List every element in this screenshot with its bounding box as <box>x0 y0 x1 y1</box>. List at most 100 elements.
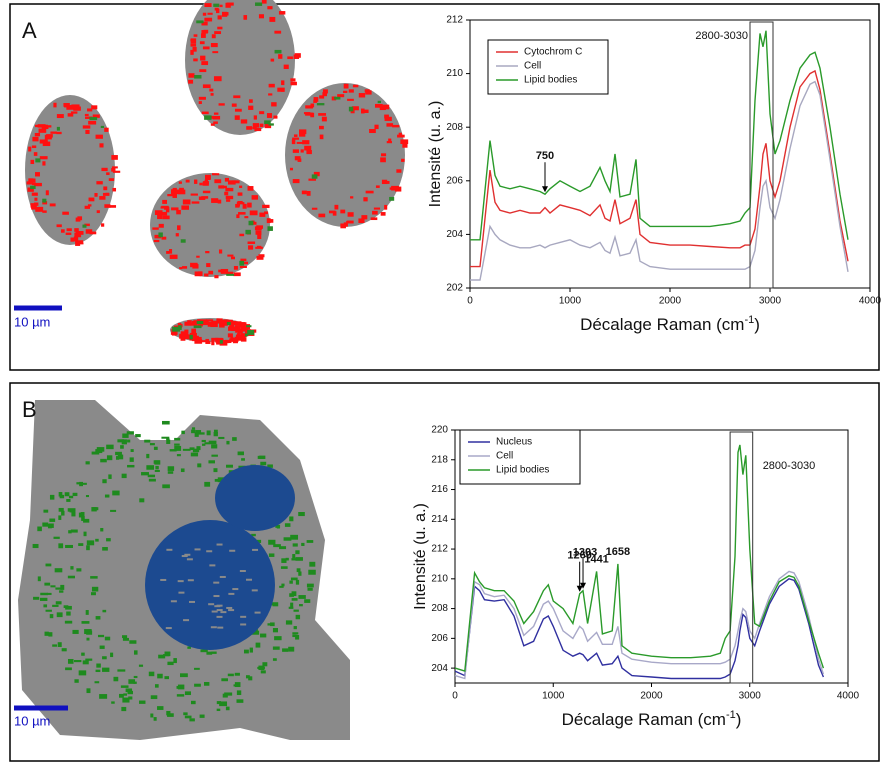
pixel <box>168 466 174 471</box>
pixel <box>294 610 299 612</box>
pixel <box>171 600 177 602</box>
pixel <box>231 257 235 260</box>
pixel <box>117 669 125 671</box>
pixel <box>211 321 218 323</box>
pixel <box>238 212 246 215</box>
pixel <box>43 604 47 607</box>
pixel <box>104 204 110 208</box>
pixel <box>281 566 288 569</box>
x-tick-label: 4000 <box>859 296 881 307</box>
pixel <box>73 493 78 496</box>
pixel <box>267 113 272 118</box>
pixel <box>31 207 36 209</box>
pixel <box>248 245 253 249</box>
pixel <box>95 539 98 542</box>
pixel <box>86 688 90 693</box>
pixel <box>155 684 159 688</box>
pixel <box>294 626 297 629</box>
pixel <box>381 153 386 156</box>
pixel <box>46 610 52 612</box>
pixel <box>214 275 218 278</box>
pixel <box>256 230 262 235</box>
pixel <box>211 198 218 203</box>
micrograph <box>18 400 350 740</box>
pixel <box>383 105 390 110</box>
pixel <box>74 237 78 242</box>
pixel <box>166 549 172 551</box>
x-axis-label-part: -1 <box>726 709 736 721</box>
pixel <box>79 242 84 244</box>
pixel <box>154 240 160 242</box>
pixel <box>110 653 113 657</box>
pixel <box>297 568 301 572</box>
pixel <box>181 431 185 434</box>
y-tick-label: 218 <box>431 454 448 465</box>
pixel <box>289 607 294 609</box>
pixel <box>117 439 124 442</box>
highlight-box <box>750 22 773 288</box>
pixel <box>232 180 240 183</box>
annotation: 2800-3030 <box>763 460 816 472</box>
pixel <box>57 612 63 617</box>
pixel <box>390 187 394 189</box>
arrow-head <box>577 586 583 592</box>
pixel <box>163 654 169 656</box>
pixel <box>233 95 240 98</box>
pixel <box>201 30 207 34</box>
pixel <box>248 242 256 244</box>
pixel <box>240 623 246 625</box>
pixel <box>318 214 325 218</box>
pixel <box>226 441 229 445</box>
pixel <box>343 91 347 93</box>
pixel <box>81 653 85 656</box>
pixel <box>386 123 393 126</box>
pixel <box>233 272 240 276</box>
pixel <box>187 558 193 560</box>
pixel <box>195 548 201 550</box>
pixel <box>43 139 47 144</box>
pixel <box>199 101 202 104</box>
pixel <box>319 126 324 129</box>
pixel <box>294 134 298 137</box>
x-tick-label: 0 <box>467 296 473 307</box>
pixel <box>104 128 108 132</box>
pixel <box>108 474 111 479</box>
pixel <box>248 106 253 110</box>
pixel <box>258 254 264 257</box>
pixel <box>235 325 239 327</box>
pixel <box>122 635 127 638</box>
pixel <box>106 538 111 541</box>
pixel <box>110 510 116 512</box>
pixel <box>334 205 338 210</box>
pixel <box>183 449 191 451</box>
pixel <box>139 701 145 704</box>
pixel <box>40 156 48 159</box>
pixel <box>290 82 296 86</box>
pixel <box>30 160 34 164</box>
pixel <box>98 635 104 637</box>
pixel <box>74 233 81 238</box>
pixel <box>255 612 261 614</box>
pixel <box>217 544 223 546</box>
pixel <box>267 6 272 9</box>
pixel <box>162 212 167 216</box>
pixel <box>236 699 243 703</box>
pixel <box>374 208 380 210</box>
pixel <box>211 626 217 628</box>
pixel <box>122 434 128 438</box>
pixel <box>150 443 155 445</box>
pixel <box>109 178 114 181</box>
pixel <box>150 714 153 718</box>
pixel <box>127 440 130 443</box>
pixel <box>65 492 70 496</box>
pixel <box>259 111 264 114</box>
pixel <box>226 607 232 609</box>
pixel <box>112 491 119 496</box>
pixel <box>50 585 55 587</box>
pixel <box>71 530 78 533</box>
pixel <box>190 50 193 55</box>
x-axis-label-part: Décalage Raman (cm <box>580 315 744 334</box>
pixel <box>86 461 90 464</box>
pixel <box>90 576 97 579</box>
pixel <box>375 104 383 108</box>
